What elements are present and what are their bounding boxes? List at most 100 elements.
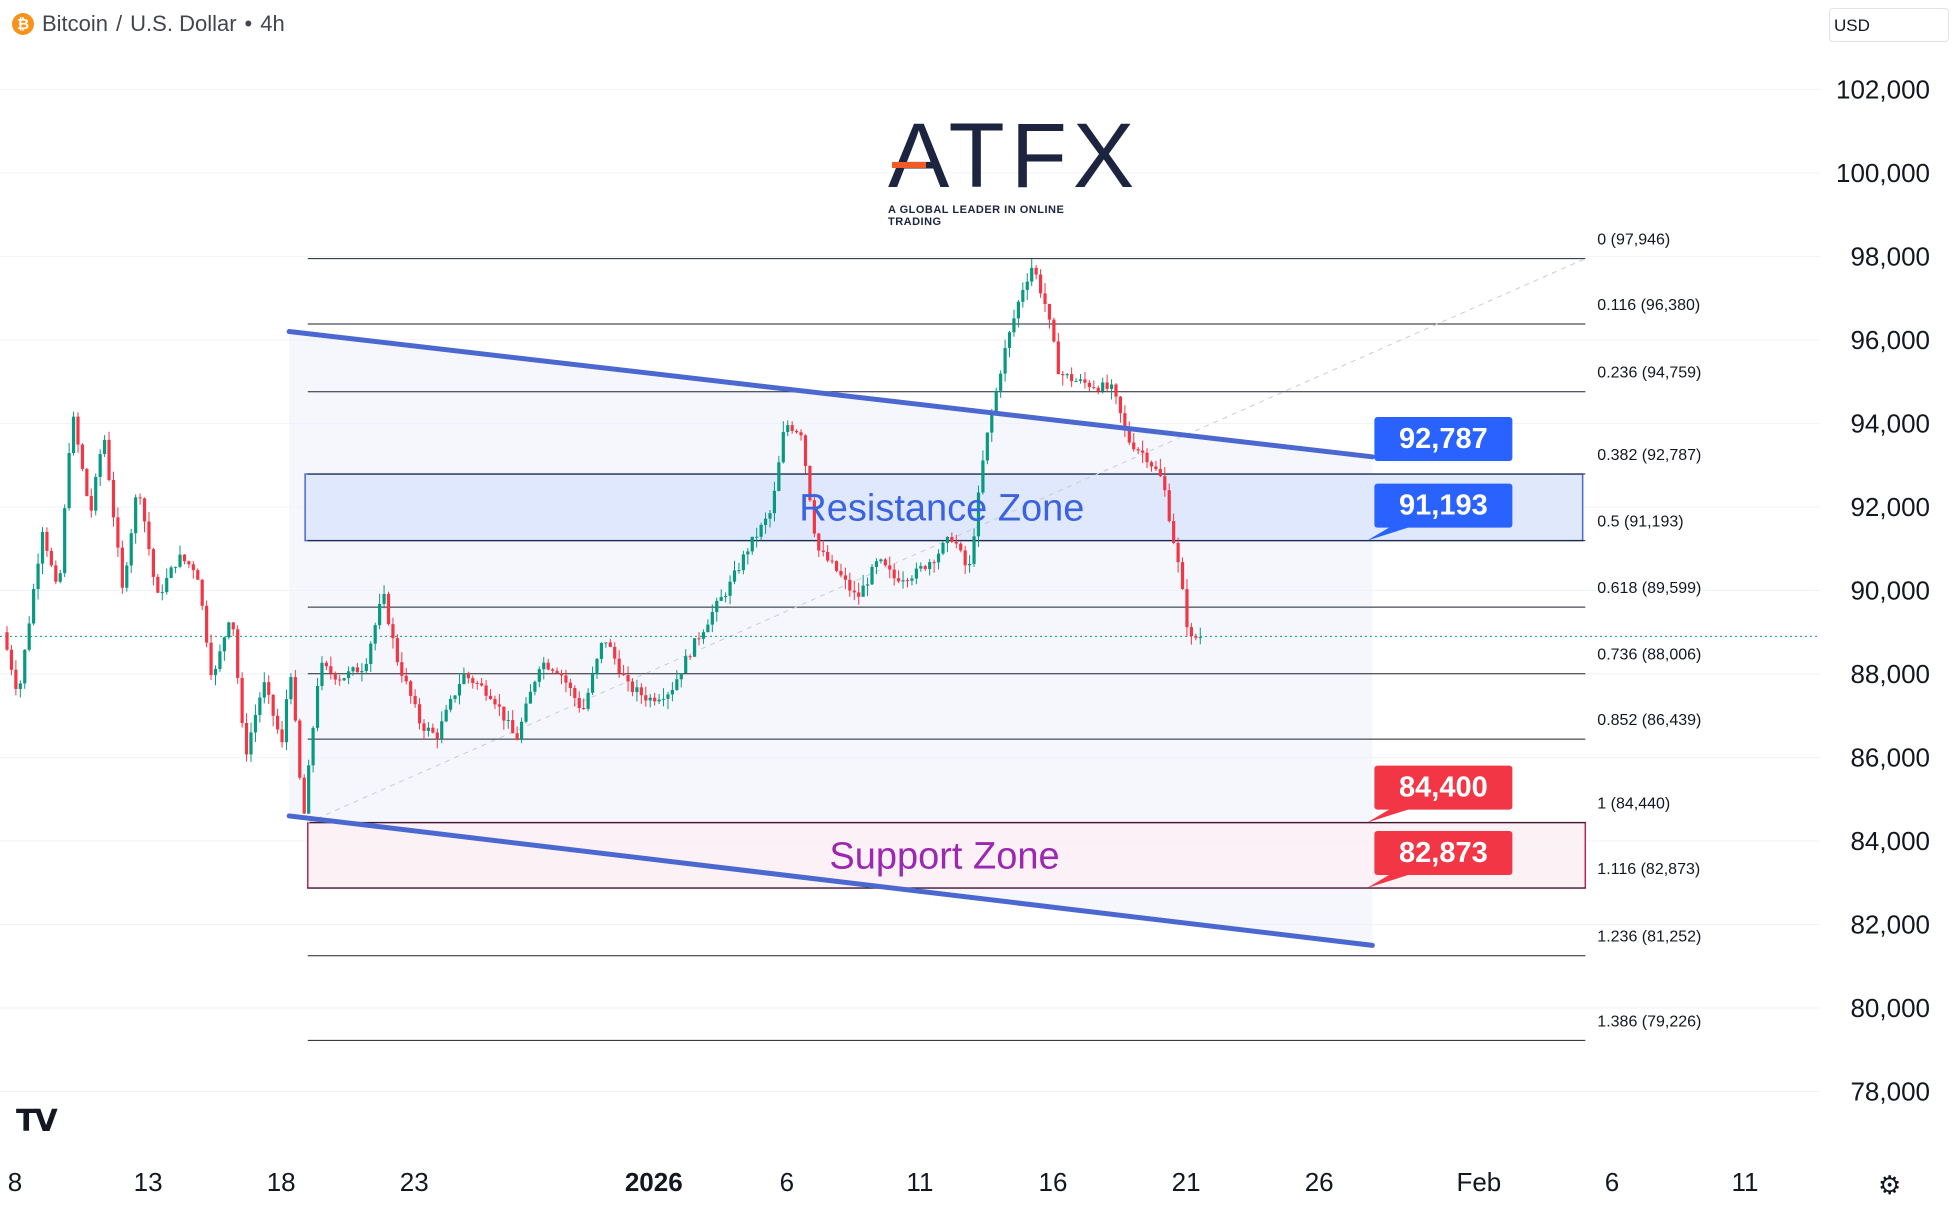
candle bbox=[360, 663, 364, 682]
candle-body bbox=[666, 694, 670, 699]
candle-body bbox=[71, 416, 76, 454]
tradingview-logo[interactable]: TV bbox=[16, 1104, 58, 1139]
candle-body bbox=[293, 677, 297, 721]
candle-body bbox=[724, 595, 728, 597]
candle-body bbox=[879, 559, 883, 562]
quote-currency: U.S. Dollar bbox=[130, 11, 237, 36]
callout-box bbox=[1374, 483, 1513, 528]
candle-body bbox=[85, 468, 89, 496]
candle-body bbox=[346, 671, 351, 679]
candle-body bbox=[990, 412, 994, 433]
candle-body bbox=[710, 612, 714, 625]
candle bbox=[901, 571, 905, 589]
candle bbox=[23, 648, 27, 689]
candle-body bbox=[178, 554, 182, 567]
candle-body bbox=[338, 679, 342, 681]
candle bbox=[404, 668, 408, 685]
candle-body bbox=[901, 580, 905, 582]
candle-body bbox=[1034, 267, 1038, 275]
candle-body bbox=[466, 673, 470, 679]
candle-body bbox=[506, 720, 510, 722]
candle bbox=[222, 636, 226, 661]
candle-body bbox=[697, 638, 701, 640]
candle-body bbox=[919, 566, 923, 569]
candle-body bbox=[173, 566, 178, 568]
candle bbox=[449, 695, 453, 713]
candle bbox=[564, 669, 568, 693]
candle bbox=[1141, 440, 1145, 464]
fib-label: 0.236 (94,759) bbox=[1597, 365, 1701, 382]
candle bbox=[488, 689, 493, 701]
candle bbox=[351, 666, 355, 676]
candle bbox=[1087, 380, 1091, 392]
candle bbox=[1189, 622, 1193, 645]
candle-body bbox=[142, 498, 147, 522]
candle-body bbox=[994, 390, 998, 413]
currency-selector[interactable]: USD bbox=[1829, 8, 1949, 42]
fib-label: 0 (97,946) bbox=[1597, 232, 1670, 249]
candle bbox=[1065, 373, 1069, 379]
candle bbox=[111, 471, 116, 527]
candle-body bbox=[94, 476, 98, 511]
candle-body bbox=[497, 704, 501, 707]
candle-body bbox=[790, 425, 794, 431]
candle bbox=[568, 678, 572, 697]
candle bbox=[253, 704, 258, 743]
candle bbox=[205, 600, 209, 648]
y-tick-label: 82,000 bbox=[1850, 910, 1930, 940]
candle bbox=[795, 429, 799, 434]
candle bbox=[586, 688, 590, 712]
candle bbox=[715, 597, 719, 622]
candle bbox=[502, 706, 506, 730]
candle bbox=[386, 591, 391, 626]
candle bbox=[852, 580, 856, 601]
candle-body bbox=[289, 677, 293, 700]
candle-body bbox=[262, 682, 266, 698]
candle bbox=[315, 677, 320, 732]
candle bbox=[147, 512, 151, 556]
candle-body bbox=[160, 592, 164, 594]
candle bbox=[1127, 421, 1131, 445]
symbol-header[interactable]: ₿ Bitcoin / U.S. Dollar • 4h bbox=[12, 8, 285, 40]
candle bbox=[1185, 579, 1189, 637]
candle bbox=[524, 697, 528, 724]
fib-label: 0.382 (92,787) bbox=[1597, 447, 1701, 464]
x-tick-label: 26 bbox=[1305, 1167, 1334, 1197]
candle-body bbox=[36, 563, 40, 590]
candle bbox=[750, 536, 754, 555]
candle-body bbox=[914, 568, 918, 579]
fib-label: 0.618 (89,599) bbox=[1597, 580, 1701, 597]
candle bbox=[67, 442, 71, 511]
candle-body bbox=[1070, 374, 1074, 382]
candle-body bbox=[511, 720, 515, 734]
candle bbox=[830, 554, 834, 564]
candle bbox=[417, 698, 422, 730]
candle-body bbox=[537, 669, 541, 682]
candle-body bbox=[1092, 387, 1096, 389]
candle-body bbox=[351, 667, 355, 672]
candle bbox=[870, 564, 874, 586]
upper-trendline bbox=[286, 329, 1375, 460]
candle-body bbox=[169, 567, 173, 578]
candle-body bbox=[981, 460, 985, 493]
candle-body bbox=[1105, 382, 1109, 389]
candle bbox=[1149, 460, 1154, 472]
candle bbox=[1038, 269, 1043, 298]
gear-icon[interactable]: ⚙ bbox=[1878, 1170, 1902, 1200]
candle bbox=[373, 622, 377, 651]
candle bbox=[453, 694, 457, 703]
candle-body bbox=[795, 430, 799, 433]
price-callout: 82,873 bbox=[1367, 831, 1513, 889]
candle bbox=[1078, 373, 1083, 384]
candle-body bbox=[280, 729, 284, 743]
candle bbox=[262, 672, 266, 704]
candle bbox=[89, 488, 93, 518]
candle-body bbox=[103, 439, 107, 455]
candle bbox=[1154, 460, 1158, 472]
candle-body bbox=[89, 495, 93, 511]
candle bbox=[329, 656, 333, 680]
price-callout: 84,400 bbox=[1367, 765, 1513, 823]
candle-body bbox=[138, 497, 142, 499]
candle bbox=[981, 450, 985, 495]
